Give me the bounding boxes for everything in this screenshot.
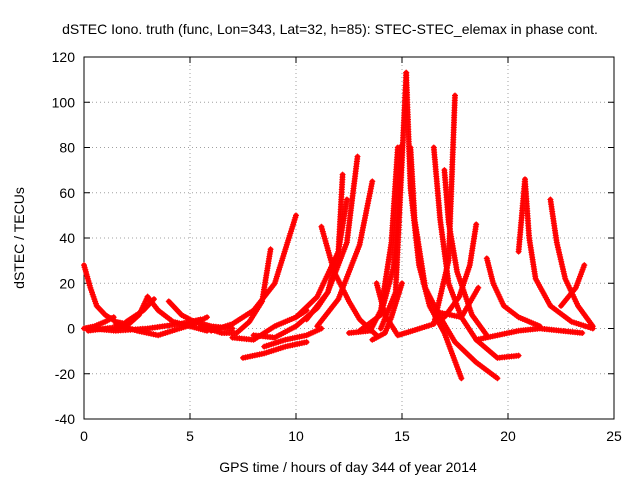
series-markers — [87, 316, 204, 334]
series-markers — [473, 325, 586, 343]
series-markers — [240, 339, 310, 361]
series-11 — [240, 339, 310, 361]
x-axis-label: GPS time / hours of day 344 of year 2014 — [219, 459, 477, 475]
y-tick-label: -40 — [55, 411, 75, 427]
series-markers — [558, 262, 588, 309]
series-24 — [407, 144, 501, 382]
chart-title: dSTEC Iono. truth (func, Lon=343, Lat=32… — [62, 21, 598, 37]
series-9 — [197, 246, 274, 336]
series-32 — [547, 196, 596, 330]
series-10 — [208, 212, 299, 334]
x-tick-label: 10 — [288, 428, 304, 444]
y-tick-label: 0 — [67, 321, 75, 337]
series-markers — [407, 144, 501, 382]
series-markers — [293, 196, 350, 321]
y-tick-label: 20 — [59, 275, 75, 291]
series-line — [516, 176, 596, 331]
plot-border — [83, 56, 615, 420]
series-33 — [558, 262, 588, 309]
series-markers — [430, 144, 522, 361]
series-markers — [314, 178, 376, 330]
x-tick-label: 5 — [186, 428, 194, 444]
series-markers — [483, 255, 543, 330]
x-tick-label: 0 — [80, 428, 88, 444]
data-series — [81, 69, 596, 382]
series-markers — [547, 196, 596, 330]
series-25 — [373, 92, 458, 339]
series-28 — [441, 221, 480, 321]
y-tick-label: 120 — [52, 49, 76, 65]
tick-labels: 0 5 10 15 20 25 -40 -20 0 20 40 60 80 100 120 — [52, 49, 622, 444]
series-markers — [515, 176, 596, 332]
series-markers — [437, 284, 482, 321]
y-tick-label: 100 — [52, 94, 76, 110]
y-tick-label: -20 — [55, 366, 75, 382]
x-tick-label: 20 — [500, 428, 516, 444]
series-markers — [441, 221, 480, 321]
series-34 — [473, 325, 586, 343]
axes — [83, 56, 615, 420]
series-8 — [87, 316, 204, 334]
series-31 — [515, 176, 596, 332]
series-markers — [208, 212, 299, 334]
series-30 — [483, 255, 543, 330]
x-tick-label: 15 — [394, 428, 410, 444]
series-1 — [81, 262, 130, 327]
series-markers — [261, 325, 325, 350]
series-12 — [261, 325, 325, 350]
series-markers — [81, 262, 130, 327]
series-29 — [437, 284, 482, 321]
series-17 — [314, 178, 376, 330]
y-axis-label: dSTEC / TECUs — [11, 187, 27, 289]
series-15 — [293, 196, 350, 321]
y-tick-label: 40 — [59, 230, 75, 246]
x-tick-label: 25 — [606, 428, 622, 444]
y-tick-label: 80 — [59, 140, 75, 156]
y-tick-label: 60 — [59, 185, 75, 201]
series-line — [547, 197, 596, 329]
